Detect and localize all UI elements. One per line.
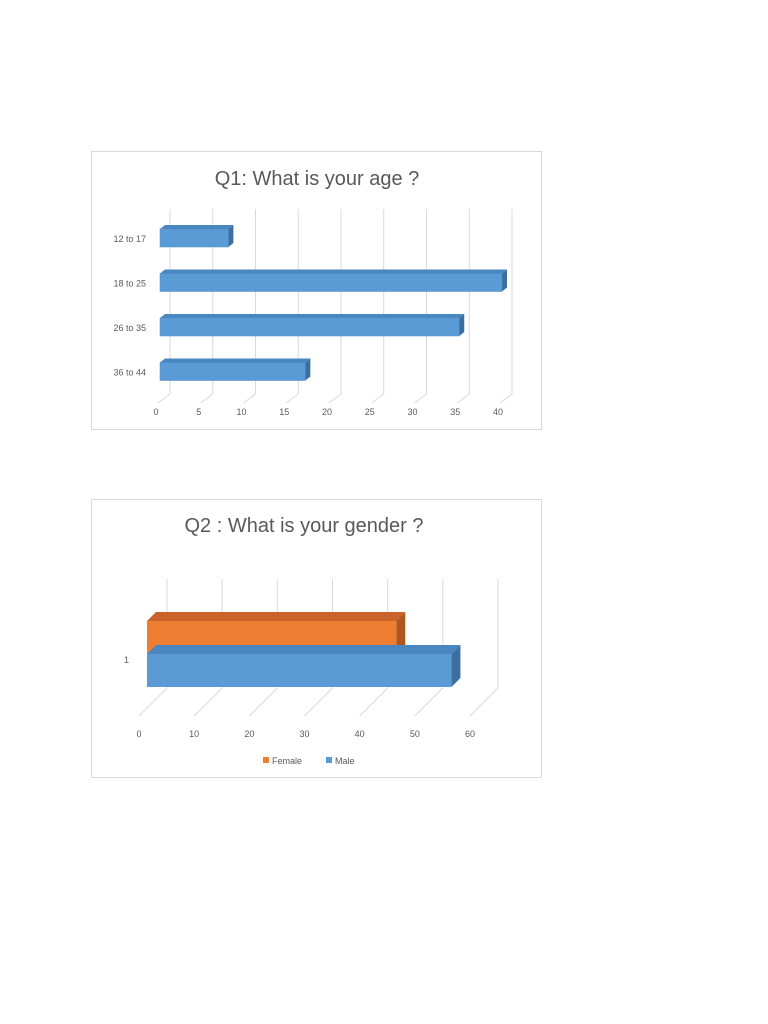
x-tick-label: 40 (355, 729, 365, 739)
gridline-floor (359, 687, 389, 717)
bar-side (305, 358, 311, 381)
legend-label: Female (272, 756, 302, 766)
legend: Female Male (263, 756, 355, 766)
x-tick-label: 60 (465, 729, 475, 739)
category-label: 1 (124, 655, 129, 665)
x-tick-labels: 0 10 20 30 40 50 60 (136, 729, 475, 739)
bar-top (160, 358, 311, 363)
x-tick-label: 10 (189, 729, 199, 739)
x-tick-label: 30 (407, 407, 417, 417)
gridline-floor (138, 687, 168, 717)
x-tick-label: 5 (196, 407, 201, 417)
gridline-floor (414, 687, 444, 717)
bars (147, 612, 461, 687)
bar-top (147, 612, 406, 621)
gridline-floor (456, 393, 470, 404)
gridline-floor (469, 687, 499, 717)
legend-swatch (326, 757, 332, 763)
bar-top (160, 269, 507, 274)
bar-side (459, 314, 465, 336)
bar-side (228, 225, 234, 247)
chart-title: Q1: What is your age ? (215, 168, 420, 190)
gridline-floor (328, 393, 342, 404)
x-tick-label: 10 (236, 407, 246, 417)
category-labels: 1 (124, 655, 129, 665)
bar-side (502, 269, 507, 292)
gender-chart: Q2 : What is your gender ? 1 0 10 20 30 40 50… (91, 499, 542, 778)
bar (159, 362, 306, 381)
gridline-floor (304, 687, 333, 717)
gridline-floor (193, 687, 223, 717)
gridline-floor (285, 393, 299, 404)
bar (147, 654, 452, 687)
x-tick-label: 35 (450, 407, 460, 417)
bar (159, 228, 229, 248)
gridline-floor (248, 687, 278, 717)
x-tick-label: 30 (299, 729, 309, 739)
x-tick-label: 0 (136, 729, 141, 739)
category-label: 12 to 17 (113, 234, 146, 244)
category-label: 36 to 44 (113, 368, 146, 378)
x-tick-label: 15 (279, 407, 289, 417)
bars (159, 225, 507, 381)
bar-top (160, 225, 234, 229)
x-tick-label: 0 (153, 407, 158, 417)
gender-chart-svg: Q2 : What is your gender ? 1 0 10 20 30 40 50… (124, 515, 499, 766)
bar-top (160, 314, 465, 318)
gridline-floor (371, 393, 385, 404)
age-chart: Q1: What is your age ? 12 to 17 18 to 25 2… (91, 151, 542, 430)
age-chart-svg: Q1: What is your age ? 12 to 17 18 to 25 2… (113, 168, 513, 417)
category-label: 18 to 25 (113, 279, 146, 289)
bar-top (147, 645, 461, 654)
x-tick-label: 50 (410, 729, 420, 739)
gridline-floor (157, 393, 171, 404)
gridline-floor (499, 393, 513, 404)
legend-label: Male (335, 756, 355, 766)
chart-title: Q2 : What is your gender ? (184, 515, 423, 537)
gridline-floor (243, 393, 256, 404)
x-tick-label: 25 (365, 407, 375, 417)
x-tick-label: 20 (322, 407, 332, 417)
gridline-floor (200, 393, 214, 404)
x-tick-labels: 0 5 10 15 20 25 30 35 40 (153, 407, 503, 417)
legend-swatch (263, 757, 269, 763)
bar (159, 317, 460, 337)
gridline-floor (414, 393, 427, 404)
x-tick-label: 40 (493, 407, 503, 417)
bar (159, 273, 503, 292)
x-tick-label: 20 (244, 729, 254, 739)
category-label: 26 to 35 (113, 323, 146, 333)
bar-side (396, 612, 406, 654)
bar-side (451, 645, 461, 687)
category-labels: 12 to 17 18 to 25 26 to 35 36 to 44 (113, 234, 146, 378)
